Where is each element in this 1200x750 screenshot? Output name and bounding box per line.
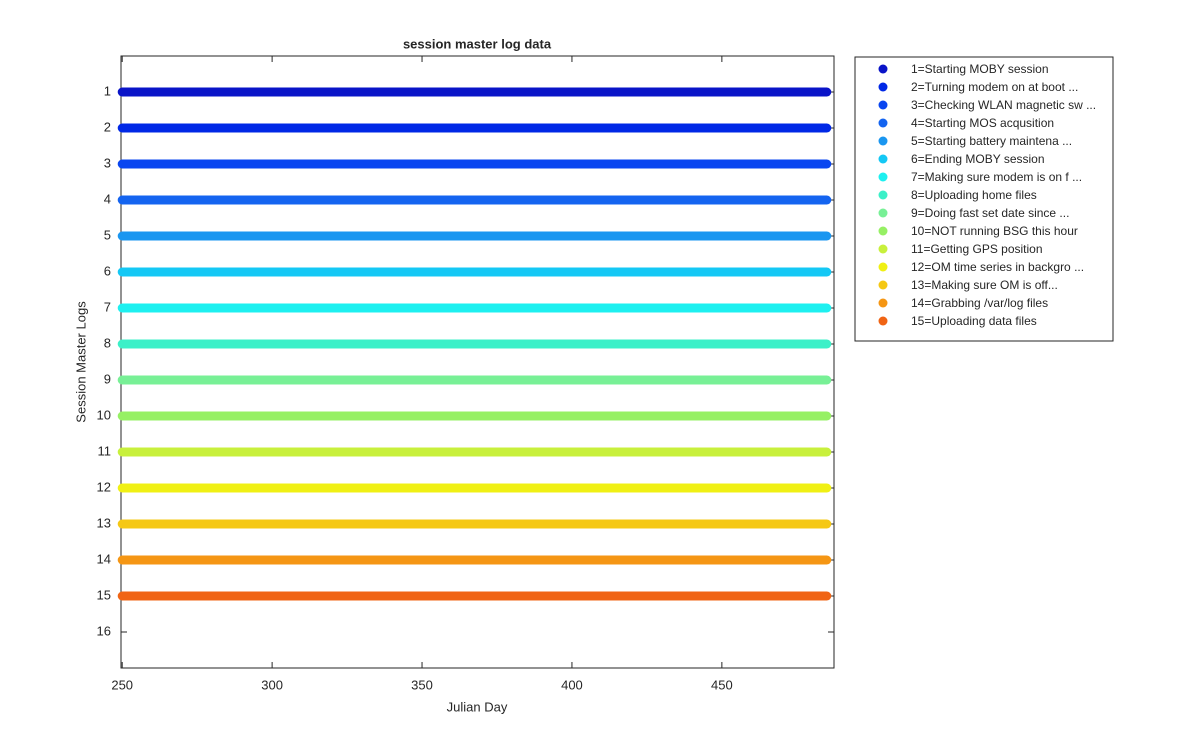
legend-label: 2=Turning modem on at boot ... — [911, 80, 1078, 94]
y-tick-label: 9 — [104, 371, 111, 386]
legend-label: 14=Grabbing /var/log files — [911, 296, 1048, 310]
y-tick-label: 14 — [97, 551, 111, 566]
legend-label: 11=Getting GPS position — [911, 242, 1043, 256]
x-tick-label: 250 — [111, 677, 133, 692]
legend-label: 6=Ending MOBY session — [911, 152, 1045, 166]
y-tick-label: 1 — [104, 83, 111, 98]
legend-label: 5=Starting battery maintena ... — [911, 134, 1072, 148]
chart-title: session master log data — [403, 36, 552, 51]
x-axis-label: Julian Day — [447, 699, 508, 714]
legend-marker — [878, 64, 888, 74]
y-tick-label: 2 — [104, 119, 111, 134]
plot-area — [120, 55, 835, 669]
y-tick-label: 4 — [104, 191, 111, 206]
legend-box — [854, 56, 1114, 342]
legend-marker — [878, 298, 888, 308]
legend-marker — [878, 118, 888, 128]
y-axis-label: Session Master Logs — [73, 301, 88, 423]
legend-label: 9=Doing fast set date since ... — [911, 206, 1069, 220]
legend-label: 7=Making sure modem is on f ... — [911, 170, 1082, 184]
legend-marker — [878, 208, 888, 218]
legend-label: 8=Uploading home files — [911, 188, 1037, 202]
legend-marker — [878, 100, 888, 110]
legend-marker — [878, 244, 888, 254]
y-tick-label: 8 — [104, 335, 111, 350]
y-tick-label: 5 — [104, 227, 111, 242]
legend-marker — [878, 154, 888, 164]
x-tick-label: 400 — [561, 677, 583, 692]
y-tick-label: 6 — [104, 263, 111, 278]
legend-marker — [878, 172, 888, 182]
legend-marker — [878, 226, 888, 236]
legend-label: 3=Checking WLAN magnetic sw ... — [911, 98, 1096, 112]
legend-marker — [878, 190, 888, 200]
x-tick-label: 350 — [411, 677, 433, 692]
legend-marker — [878, 82, 888, 92]
legend-label: 10=NOT running BSG this hour — [911, 224, 1078, 238]
x-tick-label: 450 — [711, 677, 733, 692]
legend-marker — [878, 316, 888, 326]
legend-label: 12=OM time series in backgro ... — [911, 260, 1084, 274]
legend-marker — [878, 280, 888, 290]
y-tick-label: 13 — [97, 515, 111, 530]
x-tick-label: 300 — [261, 677, 283, 692]
legend-label: 4=Starting MOS acqusition — [911, 116, 1054, 130]
y-tick-label: 3 — [104, 155, 111, 170]
y-tick-label: 15 — [97, 587, 111, 602]
legend-label: 13=Making sure OM is off... — [911, 278, 1058, 292]
legend-label: 1=Starting MOBY session — [911, 62, 1049, 76]
legend-label: 15=Uploading data files — [911, 314, 1037, 328]
y-tick-label: 16 — [97, 623, 111, 638]
legend-marker — [878, 262, 888, 272]
y-tick-label: 10 — [97, 407, 111, 422]
y-tick-label: 12 — [97, 479, 111, 494]
y-tick-label: 11 — [98, 443, 112, 458]
legend-marker — [878, 136, 888, 146]
y-tick-label: 7 — [104, 299, 111, 314]
